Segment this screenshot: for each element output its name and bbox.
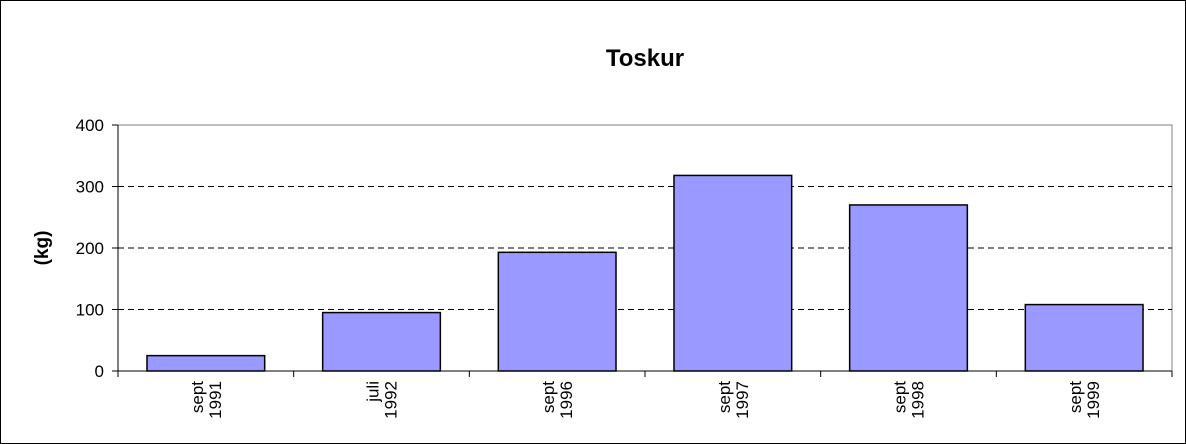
x-tick-label: sept1991 [188,381,225,419]
y-tick-label: 400 [76,116,104,135]
bar [1024,303,1144,372]
bar [321,311,442,372]
bar [673,174,793,372]
x-tick-label: juli1992 [364,381,401,419]
x-tick-label: sept1998 [891,381,928,419]
x-tick-label: sept1997 [715,381,752,419]
y-axis-label: (kg) [32,231,53,266]
y-tick-label: 300 [76,178,104,197]
bar [497,251,617,372]
chart-title: Toskur [606,45,684,72]
bar [146,354,266,372]
bar [848,204,969,372]
y-tick-label: 200 [76,239,104,258]
y-tick-label: 0 [95,362,104,381]
x-tick-label: sept1996 [539,381,576,419]
y-tick-label: 100 [76,301,104,320]
x-tick-label: sept1999 [1066,381,1103,419]
